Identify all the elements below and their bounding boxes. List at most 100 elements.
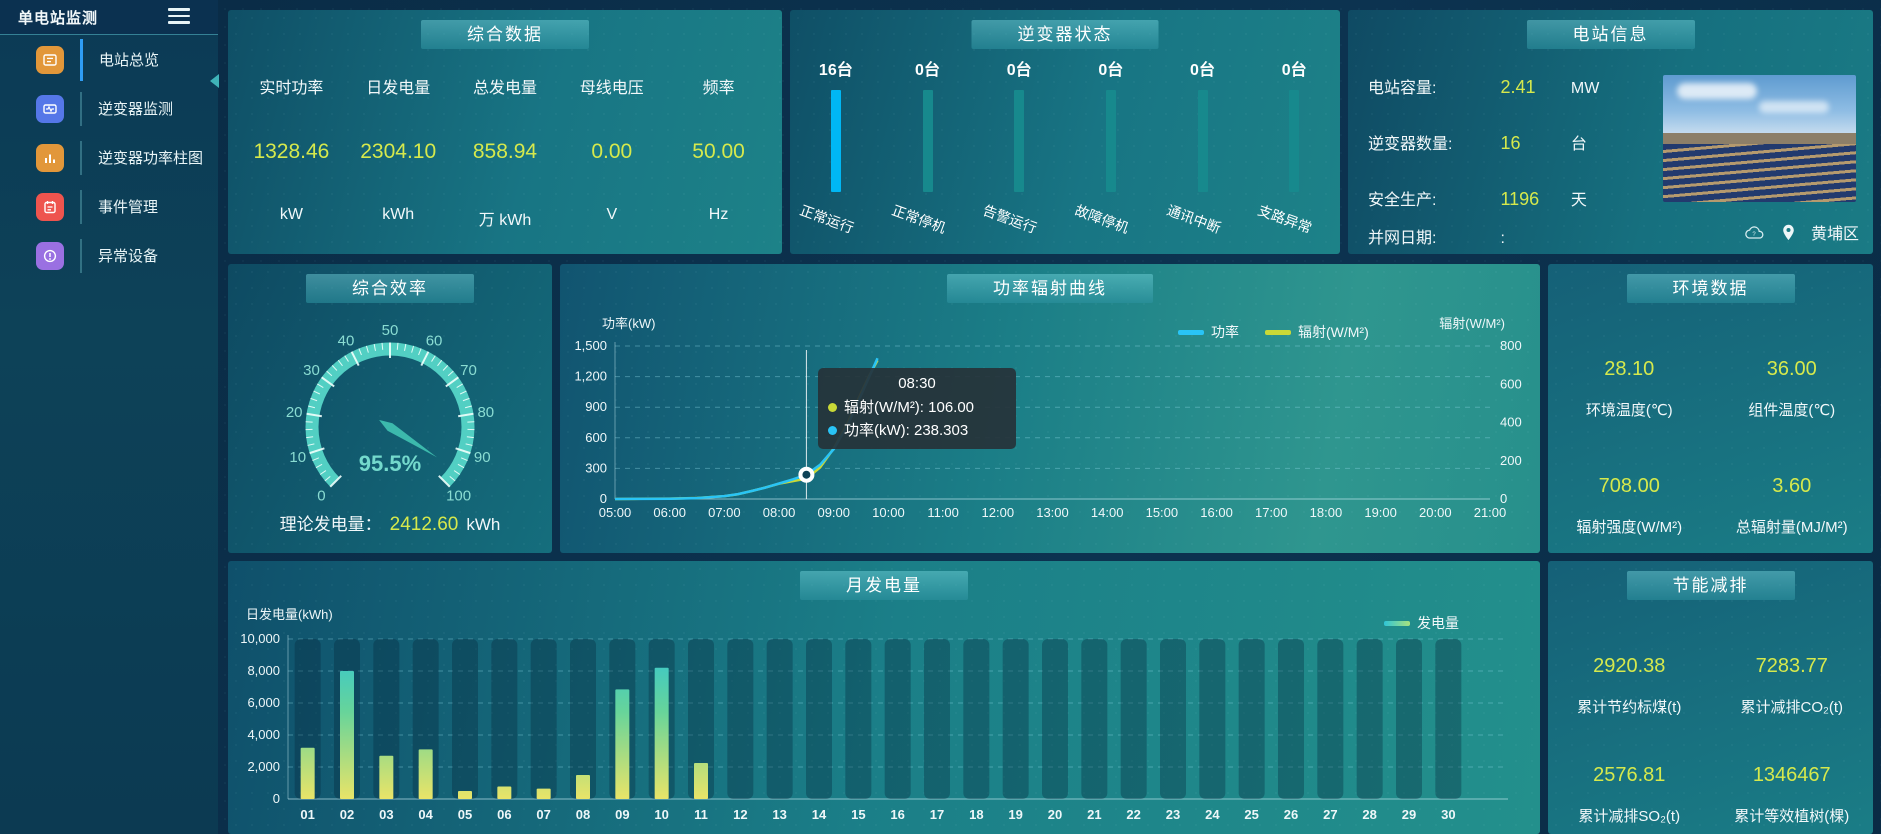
panel-inverter-status: 逆变器状态 16台 正常运行 0台 正常停机 0台 告警运行 0台 故障停机 0台 通讯中断 0台支… xyxy=(790,10,1340,254)
weather-cloud-icon[interactable]: ? xyxy=(1744,225,1766,240)
svg-text:日发电量(kWh): 日发电量(kWh) xyxy=(246,607,333,622)
svg-text:辐射(W/M²): 辐射(W/M²) xyxy=(1439,316,1505,331)
svg-text:80: 80 xyxy=(477,404,494,421)
sidebar-accent xyxy=(80,140,82,175)
bar-background xyxy=(884,639,911,799)
bar-background xyxy=(845,639,872,799)
bar-background xyxy=(924,639,950,799)
location-pin-icon xyxy=(1782,224,1795,241)
legend-power[interactable]: 功率 xyxy=(1178,322,1239,342)
svg-text:16:00: 16:00 xyxy=(1200,505,1233,520)
hamburger-menu-icon[interactable] xyxy=(168,8,190,24)
sidebar-collapse-icon[interactable] xyxy=(210,74,219,88)
location-name: 黄埔区 xyxy=(1810,226,1859,243)
legend-generation[interactable]: 发电量 xyxy=(1384,613,1459,633)
power-radiation-chart[interactable]: 0 300 600 900 1,200 1,500 0 200 400 600 800 05:00 06… xyxy=(560,264,1540,553)
app-title: 单电站监测 xyxy=(18,10,99,27)
status-bar[interactable] xyxy=(1014,90,1025,192)
svg-text:26: 26 xyxy=(1284,807,1298,822)
status-bar[interactable] xyxy=(830,90,841,192)
svg-text:10,000: 10,000 xyxy=(240,631,280,646)
bar xyxy=(340,671,354,799)
bar xyxy=(418,749,433,799)
panel-title: 综合效率 xyxy=(306,274,474,303)
status-count: 0台 xyxy=(915,62,940,79)
panel-energy-savings: 节能减排 2920.38 累计节约标煤(t) 7283.77 累计减排CO₂(t… xyxy=(1548,561,1873,834)
inverter-status-chart[interactable]: 16台 正常运行 0台 正常停机 0台 告警运行 0台 故障停机 0台 通讯中断 0台 支路异常 xyxy=(790,10,1340,254)
panel-monthly-generation: 月发电量 发电量 0 2,000 4,000 6,000 8,000 10,000 01 02… xyxy=(228,561,1540,834)
sidebar-item-inverter-power-bars[interactable]: 逆变器功率柱图 xyxy=(0,133,218,182)
status-bar[interactable] xyxy=(1105,90,1116,192)
svg-text:1,500: 1,500 xyxy=(574,338,607,353)
svg-text:03: 03 xyxy=(379,807,393,822)
svg-text:400: 400 xyxy=(1500,415,1522,430)
svg-text:50: 50 xyxy=(382,322,399,339)
bar xyxy=(497,786,512,799)
svg-text:15:00: 15:00 xyxy=(1146,505,1179,520)
summary-metrics: 实时功率 1328.46 kW 日发电量 2304.10 kWh 总发电量 85… xyxy=(238,10,772,254)
legend-radiation[interactable]: 辐射(W/M²) xyxy=(1265,322,1369,342)
svg-text:14: 14 xyxy=(812,807,827,822)
svg-text:100: 100 xyxy=(446,488,471,505)
status-bar[interactable] xyxy=(922,90,933,192)
bar-background xyxy=(1160,639,1186,799)
sidebar-item-inverter-monitor[interactable]: 逆变器监测 xyxy=(0,84,218,133)
svg-text:20: 20 xyxy=(286,404,303,421)
svg-text:13: 13 xyxy=(772,807,786,822)
svg-text:21: 21 xyxy=(1087,807,1101,822)
svg-text:22: 22 xyxy=(1126,807,1140,822)
svg-text:06:00: 06:00 xyxy=(653,505,686,520)
svg-text:600: 600 xyxy=(585,430,607,445)
event-icon xyxy=(36,192,64,221)
bar-background xyxy=(1002,639,1029,799)
svg-text:40: 40 xyxy=(338,333,355,350)
metric-radiation-intensity: 708.00 辐射强度(W/M²) xyxy=(1576,474,1683,536)
bar-background xyxy=(1238,639,1265,799)
svg-text:8,000: 8,000 xyxy=(247,663,280,678)
sidebar-item-label: 逆变器功率柱图 xyxy=(98,150,204,167)
legend-generation-marker xyxy=(1384,620,1410,626)
sidebar-item-label: 异常设备 xyxy=(98,248,159,265)
legend-power-marker xyxy=(1178,329,1204,335)
svg-text:24: 24 xyxy=(1205,807,1220,822)
bar xyxy=(615,689,630,799)
svg-text:20: 20 xyxy=(1048,807,1062,822)
svg-text:09:00: 09:00 xyxy=(817,505,850,520)
sidebar-item-station-overview[interactable]: 电站总览 xyxy=(0,35,218,84)
svg-text:0: 0 xyxy=(600,491,607,506)
status-bar[interactable] xyxy=(1197,90,1208,192)
sidebar-item-abnormal-devices[interactable]: 异常设备 xyxy=(0,231,218,280)
panel-title: 综合数据 xyxy=(421,20,589,49)
svg-text:19: 19 xyxy=(1008,807,1022,822)
panel-title: 功率辐射曲线 xyxy=(947,274,1153,303)
svg-text:30: 30 xyxy=(1441,807,1455,822)
metric-frequency: 频率 50.00 Hz xyxy=(692,80,745,223)
status-label: 告警运行 xyxy=(980,201,1040,237)
svg-text:21:00: 21:00 xyxy=(1474,505,1507,520)
svg-text:07:00: 07:00 xyxy=(708,505,741,520)
panel-environment: 环境数据 28.10 环境温度(℃) 36.00 组件温度(℃) 708.00 … xyxy=(1548,264,1873,553)
axis-tick-labels: 0 300 600 900 1,200 1,500 0 200 400 600 800 05:00 06… xyxy=(574,338,1521,520)
panel-power-radiation-curve: 功率辐射曲线 功率 辐射(W/M²) 0 300 600 900 1,200 1,500 0… xyxy=(560,264,1540,553)
svg-text:05: 05 xyxy=(458,807,472,822)
power-bars-icon xyxy=(36,143,64,172)
svg-text:0: 0 xyxy=(273,791,280,806)
svg-text:15: 15 xyxy=(851,807,865,822)
status-count: 0台 xyxy=(1281,62,1307,79)
sidebar-item-event-management[interactable]: 事件管理 xyxy=(0,182,218,231)
inverter-monitor-icon xyxy=(36,94,64,123)
svg-text:11: 11 xyxy=(694,807,708,822)
svg-text:06: 06 xyxy=(497,807,511,822)
sidebar-accent xyxy=(80,91,82,126)
bar xyxy=(694,763,708,799)
panel-title: 节能减排 xyxy=(1626,571,1795,600)
savings-metrics: 2920.38 累计节约标煤(t) 7283.77 累计减排CO₂(t) 257… xyxy=(1548,617,1873,834)
monthly-generation-chart[interactable]: 0 2,000 4,000 6,000 8,000 10,000 01 02 03 04 05 06 0… xyxy=(228,561,1540,834)
status-label: 故障停机 xyxy=(1072,201,1131,237)
svg-text:04: 04 xyxy=(418,807,433,822)
status-bar[interactable] xyxy=(1289,90,1300,192)
bar-background xyxy=(688,639,714,799)
panel-station-info: 电站信息 电站容量: 2.41 MW 逆变器数量: 16 台 安全生产: 119… xyxy=(1348,10,1873,254)
status-label: 正常停机 xyxy=(889,201,948,237)
panel-summary-data: 综合数据 实时功率 1328.46 kW 日发电量 2304.10 kWh 总发… xyxy=(228,10,782,254)
